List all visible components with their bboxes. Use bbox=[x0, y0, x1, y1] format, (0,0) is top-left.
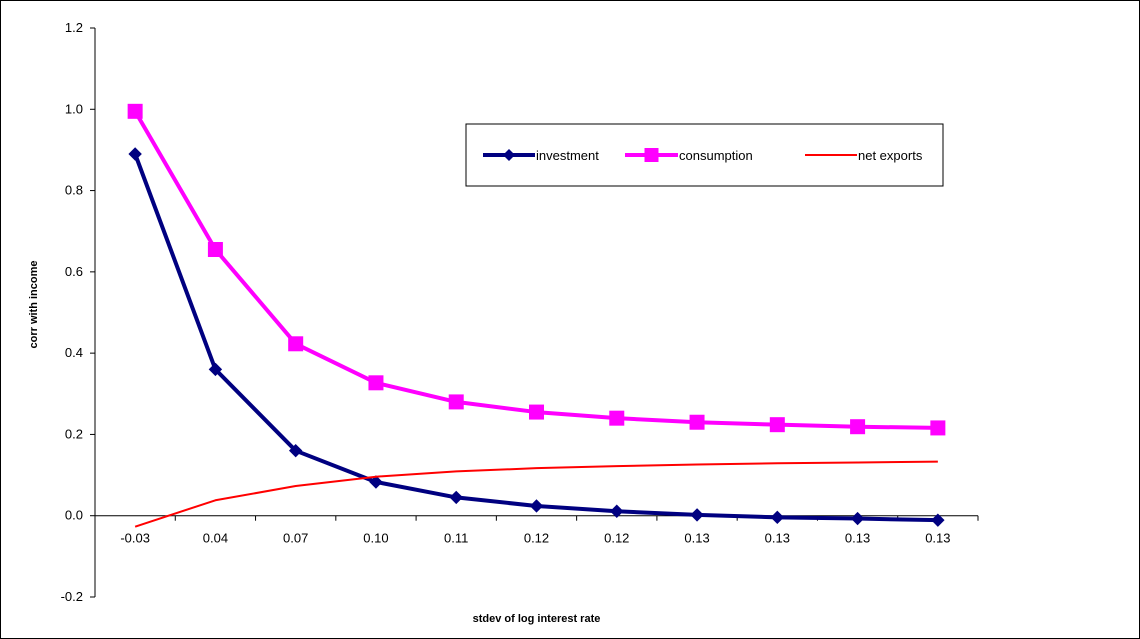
legend-label: net exports bbox=[858, 148, 923, 163]
x-tick-label: 0.12 bbox=[604, 531, 629, 546]
y-tick-label: 0.6 bbox=[65, 264, 83, 279]
y-axis-title: corr with income bbox=[28, 260, 40, 348]
x-tick-label: 0.13 bbox=[684, 531, 709, 546]
data-point-diamond bbox=[529, 499, 544, 513]
y-tick-label: 1.0 bbox=[65, 101, 83, 116]
legend-marker-square bbox=[644, 148, 659, 162]
series-net-exports bbox=[134, 460, 938, 528]
data-point-square bbox=[368, 375, 384, 391]
legend-box bbox=[465, 123, 944, 187]
x-tick-label: 0.11 bbox=[444, 531, 468, 546]
y-tick-label: 0.0 bbox=[65, 508, 83, 523]
axes bbox=[94, 28, 978, 597]
data-point-square bbox=[769, 417, 785, 433]
y-tick-label: 0.4 bbox=[65, 345, 83, 360]
legend-label: consumption bbox=[679, 148, 753, 163]
y-axis-ticks: -0.2 0.0 0.2 0.4 0.6 0.8 1.0 1.2 bbox=[61, 20, 95, 604]
x-tick-label: 0.13 bbox=[925, 531, 950, 546]
data-point-square bbox=[689, 414, 705, 430]
series-layer bbox=[127, 103, 946, 528]
x-tick-label: 0.07 bbox=[283, 531, 308, 546]
data-point-diamond bbox=[449, 490, 463, 505]
x-axis-title: stdev of log interest rate bbox=[473, 613, 601, 625]
data-point-square bbox=[529, 404, 544, 420]
series-consumption bbox=[127, 103, 946, 436]
data-point-square bbox=[288, 336, 304, 352]
series-line bbox=[134, 460, 938, 528]
data-point-square bbox=[207, 242, 223, 258]
data-point-square bbox=[609, 410, 625, 426]
data-point-diamond bbox=[850, 511, 865, 526]
data-point-square bbox=[930, 420, 946, 436]
data-point-diamond bbox=[931, 513, 945, 527]
data-point-diamond bbox=[690, 508, 704, 522]
data-point-diamond bbox=[288, 443, 303, 458]
data-point-diamond bbox=[208, 362, 223, 377]
y-tick-label: 0.2 bbox=[65, 426, 83, 441]
data-point-diamond bbox=[369, 475, 383, 489]
y-tick-label: -0.2 bbox=[61, 589, 83, 604]
series-investment bbox=[128, 147, 945, 527]
legend: investment consumption net exports bbox=[465, 123, 944, 187]
x-axis-ticks: -0.03 0.04 0.07 0.10 0.11 0.12 0.12 0.13 0.13 0.1… bbox=[94, 515, 979, 546]
x-tick-label: 0.13 bbox=[845, 531, 870, 546]
x-tick-label: -0.03 bbox=[120, 531, 150, 546]
x-tick-label: 0.10 bbox=[363, 531, 388, 546]
data-point-diamond bbox=[610, 504, 624, 518]
x-tick-label: 0.13 bbox=[765, 531, 790, 546]
legend-label: investment bbox=[536, 148, 599, 163]
series-line bbox=[133, 153, 938, 523]
data-point-diamond bbox=[770, 510, 785, 525]
y-tick-label: 0.8 bbox=[65, 183, 83, 198]
x-tick-label: 0.04 bbox=[203, 531, 228, 546]
data-point-square bbox=[850, 419, 866, 435]
data-point-square bbox=[127, 103, 143, 119]
data-point-square bbox=[448, 394, 464, 410]
data-point-diamond bbox=[128, 147, 142, 161]
y-tick-label: 1.2 bbox=[65, 20, 83, 35]
legend-marker-diamond bbox=[503, 149, 515, 161]
x-tick-label: 0.12 bbox=[524, 531, 549, 546]
